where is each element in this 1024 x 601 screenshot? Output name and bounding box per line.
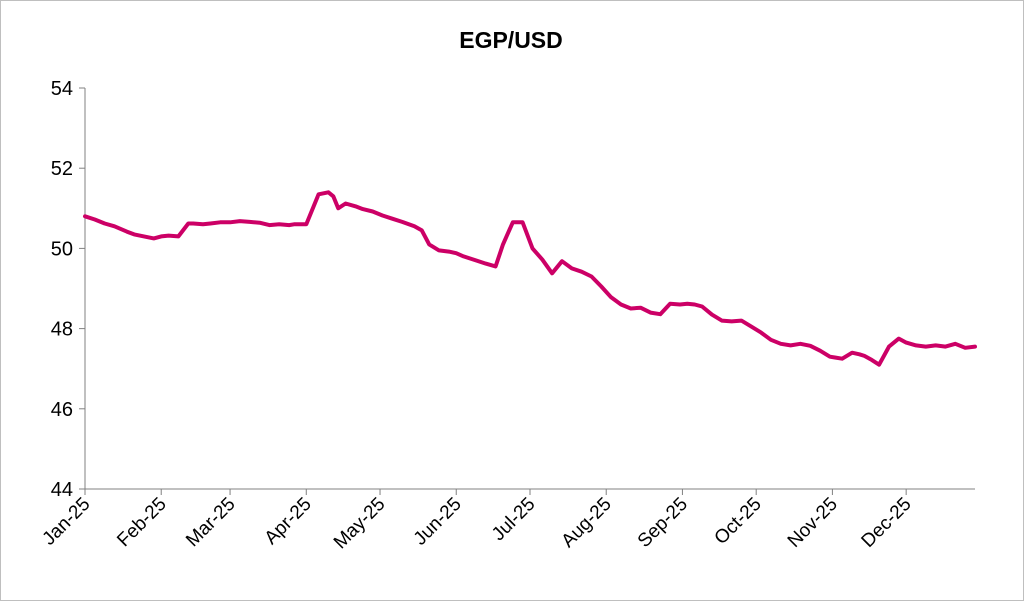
plot-area	[83, 190, 977, 367]
y-tick-label: 50	[51, 238, 73, 260]
x-tick-label: Dec-25	[858, 494, 916, 552]
x-tick-label: May-25	[330, 494, 390, 554]
y-tick-label: 46	[51, 399, 73, 421]
axes: 44 46 48 50 52 54 Jan-25 Feb-25 Mar-25 Apr-25 May-…	[39, 78, 975, 553]
x-tick-label: Jun-25	[410, 494, 466, 550]
x-tick-label: Feb-25	[113, 494, 170, 551]
series-line	[83, 190, 977, 367]
x-tick-label: Nov-25	[784, 494, 842, 552]
chart-title: EGP/USD	[459, 27, 563, 53]
y-tick-label: 52	[51, 158, 73, 180]
y-tick-label: 44	[51, 479, 73, 501]
y-tick-label: 48	[51, 319, 73, 341]
y-tick-label: 54	[51, 78, 73, 100]
x-tick-label: Jul-25	[488, 494, 539, 545]
x-tick-label: Oct-25	[711, 494, 766, 549]
x-tick-label: Sep-25	[634, 494, 692, 552]
x-tick-label: Jan-25	[39, 494, 95, 550]
x-tick-label: Aug-25	[558, 494, 616, 552]
x-tick-label: Apr-25	[261, 494, 316, 549]
x-tick-label: Mar-25	[182, 494, 239, 551]
